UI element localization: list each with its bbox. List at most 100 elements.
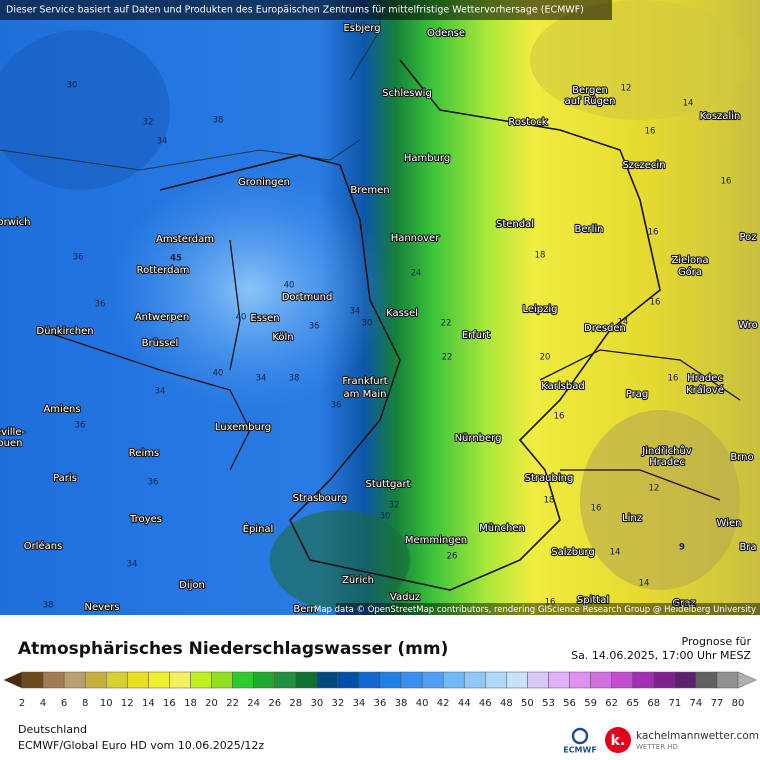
city-label: Dünkirchen bbox=[36, 326, 93, 337]
contour-label: 16 bbox=[668, 374, 679, 384]
contour-label: 40 bbox=[284, 281, 295, 291]
colorbar-tick-label: 36 bbox=[374, 698, 387, 709]
attribution-bg bbox=[336, 603, 760, 615]
contour-label: 38 bbox=[213, 116, 224, 126]
city-label: Zielona bbox=[671, 255, 708, 266]
city-label: Orléans bbox=[24, 540, 63, 552]
contour-label: 32 bbox=[143, 118, 154, 128]
city-label: Groningen bbox=[238, 177, 290, 188]
contour-label: 36 bbox=[309, 322, 320, 332]
site-sub: WETTER HD bbox=[636, 743, 678, 751]
contour-label: 16 bbox=[554, 412, 565, 422]
attribution: Map data © OpenStreetMap contributors, r… bbox=[314, 605, 756, 615]
city-label: Rostock bbox=[508, 117, 547, 128]
colorbar-tick-label: 50 bbox=[521, 698, 534, 709]
colorbar-bin bbox=[695, 671, 718, 689]
city-label: eville- bbox=[0, 427, 25, 438]
contour-label: 12 bbox=[621, 84, 632, 94]
moist-area bbox=[0, 30, 170, 190]
contour-label: 16 bbox=[545, 598, 556, 608]
contour-label: 9 bbox=[679, 543, 685, 553]
contour-label: 24 bbox=[411, 269, 422, 279]
colorbar-tick-label: 62 bbox=[605, 698, 618, 709]
contour-label: 36 bbox=[75, 421, 86, 431]
colorbar-bin bbox=[485, 671, 507, 689]
colorbar-bin bbox=[716, 671, 739, 689]
city-label: Prag bbox=[626, 389, 648, 400]
colorbar-bin bbox=[548, 671, 570, 689]
city-label: Nürnberg bbox=[455, 433, 502, 444]
city-label: Dortmund bbox=[282, 292, 333, 303]
contour-label: 30 bbox=[362, 319, 373, 329]
contour-label: 34 bbox=[350, 307, 361, 317]
forecast-time: Sa. 14.06.2025, 17:00 Uhr MESZ bbox=[571, 649, 751, 662]
notice: Dieser Service basiert auf Daten und Pro… bbox=[6, 5, 584, 16]
city-label: Bremen bbox=[350, 185, 389, 196]
colorbar-tick-label: 74 bbox=[690, 698, 703, 709]
ecmwf-icon bbox=[571, 727, 589, 745]
city-label: auf Rügen bbox=[565, 96, 616, 107]
site-logo: kachelmannwetter.com bbox=[636, 730, 759, 742]
colorbar-bin bbox=[42, 671, 65, 689]
city-label: Berlin bbox=[574, 224, 603, 235]
colorbar-arrow bbox=[737, 671, 757, 689]
colorbar-tick-label: 2 bbox=[19, 698, 25, 709]
legend-title: Atmosphärisches Niederschlagswasser (mm) bbox=[18, 639, 448, 659]
colorbar-bin bbox=[611, 671, 633, 689]
city-label: Hamburg bbox=[404, 153, 450, 164]
colorbar-tick-label: 40 bbox=[416, 698, 429, 709]
colorbar-tick-label: 48 bbox=[500, 698, 513, 709]
colorbar-bin bbox=[169, 671, 191, 689]
colorbar-tick-label: 18 bbox=[184, 698, 197, 709]
city-label: Amiens bbox=[43, 404, 80, 415]
city-label: Esbjerg bbox=[343, 23, 380, 34]
city-label: Graz bbox=[672, 598, 695, 609]
colorbar-bin bbox=[590, 671, 612, 689]
colorbar-bin bbox=[274, 671, 297, 689]
colorbar-tick-label: 53 bbox=[542, 698, 555, 709]
colorbar-tick-label: 68 bbox=[647, 698, 660, 709]
contour-label: 26 bbox=[447, 552, 458, 562]
city-label: Góra bbox=[678, 266, 702, 278]
colorbar-bin bbox=[148, 671, 170, 689]
contour-label: 34 bbox=[127, 560, 138, 570]
city-label: Leipzig bbox=[522, 304, 557, 315]
contour-label: 16 bbox=[591, 504, 602, 514]
colorbar-tick-label: 14 bbox=[142, 698, 155, 709]
contour-label: 36 bbox=[331, 401, 342, 411]
moist-area bbox=[270, 510, 410, 610]
colorbar-tick-label: 24 bbox=[247, 698, 260, 709]
moist-area bbox=[110, 170, 390, 410]
contour-label: 18 bbox=[535, 251, 546, 261]
colorbar-tick-label: 59 bbox=[584, 698, 597, 709]
contour-label: 14 bbox=[618, 318, 629, 328]
contour-label: 18 bbox=[544, 496, 555, 506]
city-label: Kassel bbox=[386, 308, 418, 319]
contour-label: 40 bbox=[236, 313, 247, 323]
city-label: Épinal bbox=[243, 522, 274, 535]
city-label: Stuttgart bbox=[366, 479, 411, 490]
city-label: Poz bbox=[739, 232, 756, 243]
contour-label: 20 bbox=[540, 353, 551, 363]
city-label: Hradec bbox=[687, 373, 723, 384]
city-label: München bbox=[479, 523, 525, 534]
contour-label: 16 bbox=[648, 228, 659, 238]
contour-label: 36 bbox=[73, 253, 84, 263]
colorbar-bin bbox=[232, 671, 254, 689]
contour-label: 36 bbox=[95, 300, 106, 310]
colorbar-tick-label: 20 bbox=[205, 698, 218, 709]
contour-label: 22 bbox=[442, 353, 453, 363]
city-label: Antwerpen bbox=[135, 312, 189, 323]
colorbar-tick-label: 42 bbox=[437, 698, 450, 709]
colorbar-tick-label: 28 bbox=[289, 698, 302, 709]
border bbox=[39, 239, 741, 501]
city-label: Stendal bbox=[496, 219, 534, 230]
colorbar-tick-label: 10 bbox=[100, 698, 113, 709]
city-label: Spittal bbox=[577, 595, 609, 606]
city-label: Salzburg bbox=[551, 547, 594, 558]
dry-area bbox=[530, 0, 750, 120]
colorbar-bin bbox=[316, 671, 339, 689]
colorbar-bin bbox=[400, 671, 423, 689]
colorbar-bin bbox=[506, 671, 528, 689]
